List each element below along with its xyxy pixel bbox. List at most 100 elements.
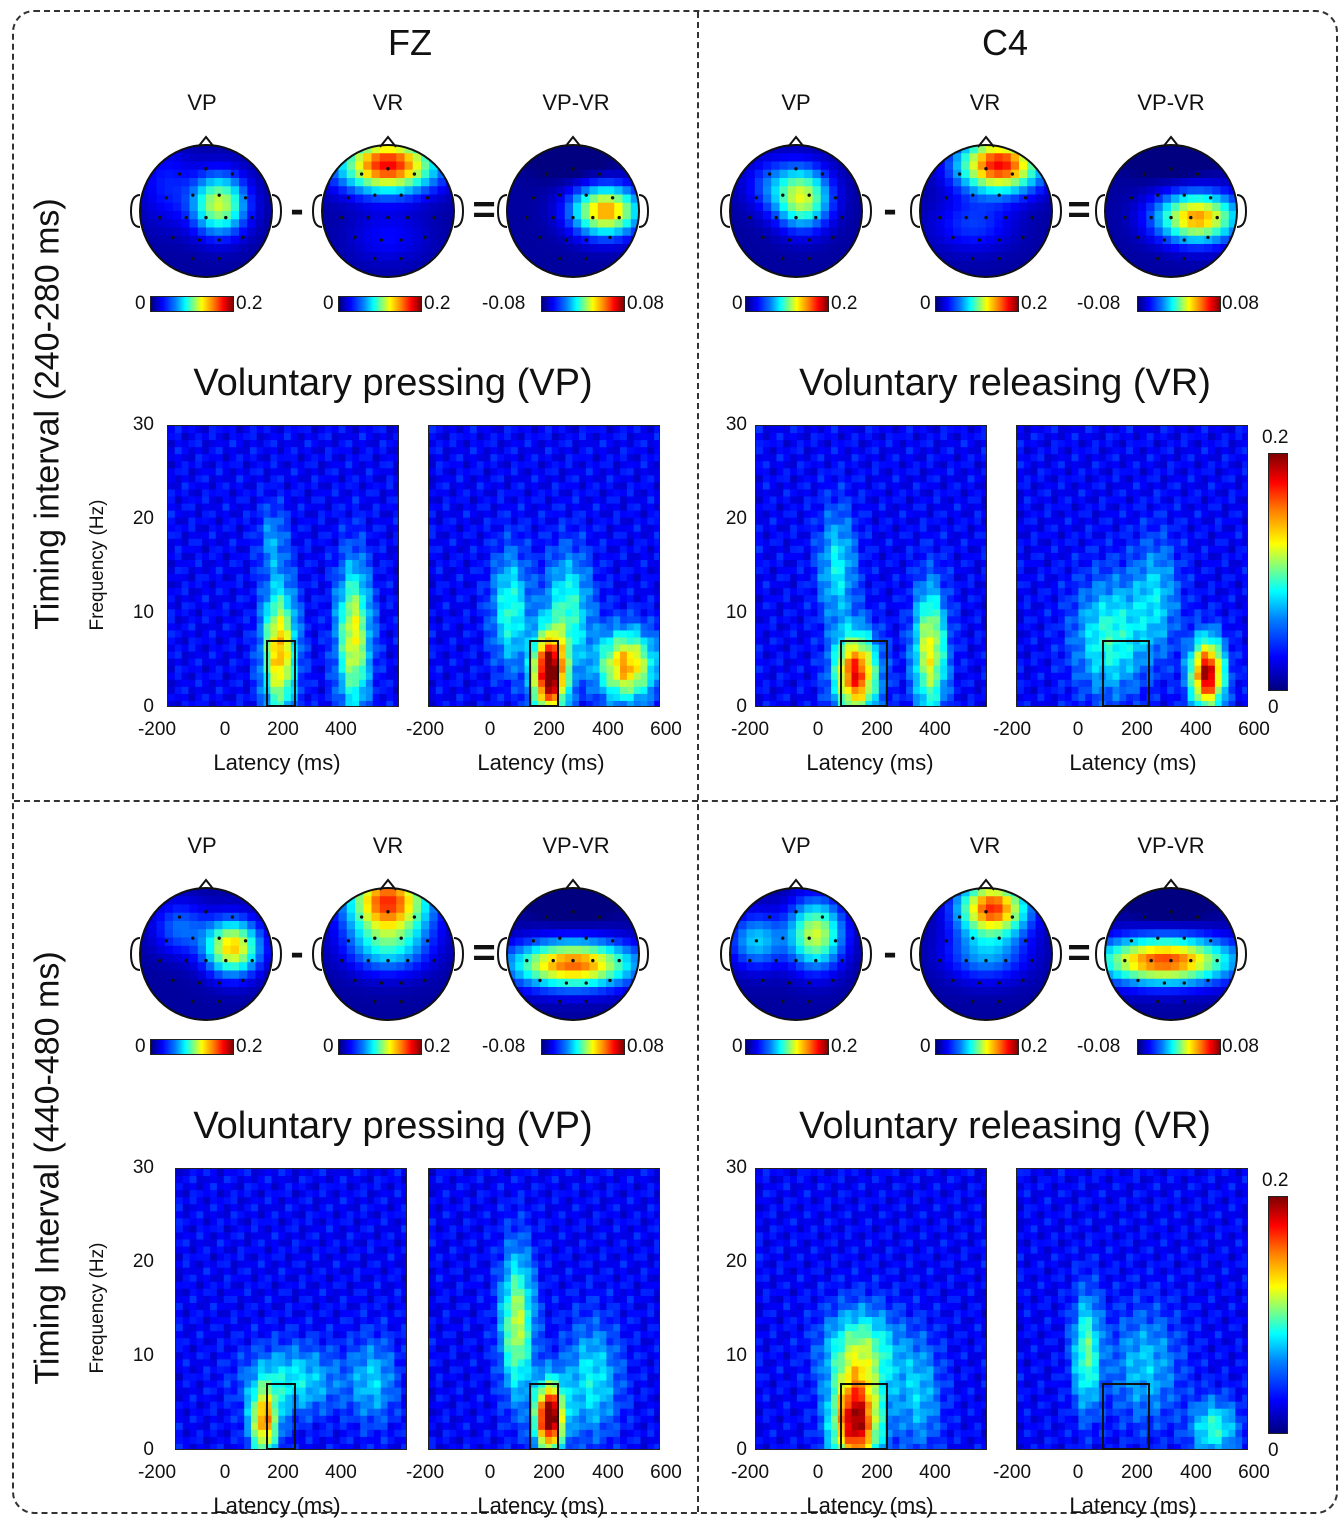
colorbar-min: 0	[323, 1036, 334, 1057]
colorbar-min: 0	[135, 293, 146, 314]
tf-plot-fz-top-vr	[428, 425, 660, 707]
y-tick: 10	[725, 602, 747, 623]
topo-label-diff: VP-VR	[542, 90, 610, 115]
column-title-c4: C4	[981, 22, 1029, 63]
tf-plot-c4-bottom-vr	[1016, 1168, 1248, 1450]
tf-colorbar-max: 0.2	[1262, 427, 1289, 448]
tf-plot-c4-bottom-vp	[755, 1168, 987, 1450]
colorbar-min: 0	[920, 1036, 931, 1057]
y-axis-label: Frequency (Hz)	[87, 1242, 108, 1374]
roi-box	[529, 1383, 559, 1450]
colorbar-min: 0	[135, 1036, 146, 1057]
x-axis-label: Latency (ms)	[1069, 1493, 1197, 1518]
y-tick: 20	[725, 1251, 747, 1272]
tf-plot-fz-bottom-vp	[175, 1168, 407, 1450]
topo-label-vp: VP	[781, 833, 811, 858]
colorbar-max: 0.08	[627, 293, 664, 314]
x-tick: 0	[812, 1462, 824, 1483]
roi-box	[840, 640, 888, 707]
row-label-bottom: Timing Interval (440-480 ms)	[28, 951, 67, 1385]
tf-colorbar-min: 0	[1268, 697, 1279, 718]
roi-box	[1102, 640, 1150, 707]
colorbar-diff	[1137, 1039, 1221, 1055]
colorbar-min: -0.08	[482, 1036, 526, 1057]
figure-frame	[12, 10, 1338, 1514]
x-axis-label: Latency (ms)	[477, 1493, 605, 1518]
colorbar-min: -0.08	[1077, 1036, 1121, 1057]
operator-equals: =	[1067, 930, 1091, 975]
x-tick: 400	[592, 1462, 624, 1483]
roi-box	[266, 1383, 296, 1450]
colorbar-diff	[541, 296, 625, 312]
x-axis-label: Latency (ms)	[806, 1493, 934, 1518]
topomap-fz-bottom-vr	[312, 878, 464, 1021]
x-tick: 0	[1072, 719, 1084, 740]
colorbar-max: 0.2	[831, 1036, 858, 1057]
topo-label-diff: VP-VR	[1137, 90, 1205, 115]
colorbar-vr	[338, 296, 422, 312]
colorbar-max: 0.2	[1021, 1036, 1048, 1057]
x-axis-label: Latency (ms)	[213, 1493, 341, 1518]
operator-minus: -	[883, 930, 897, 975]
x-tick: 600	[1238, 1462, 1270, 1483]
operator-equals: =	[472, 187, 496, 232]
operator-minus: -	[290, 187, 304, 232]
x-tick: -200	[730, 1462, 770, 1483]
y-tick: 30	[725, 414, 747, 435]
topomap-fz-top-vr	[312, 135, 464, 278]
x-tick: 0	[1072, 1462, 1084, 1483]
x-tick: 200	[267, 719, 299, 740]
topomap-fz-top-vp	[130, 135, 282, 278]
row-label-top: Timing interval (240-280 ms)	[28, 198, 67, 630]
x-tick: 200	[861, 1462, 893, 1483]
y-tick: 20	[132, 1251, 154, 1272]
y-tick: 0	[143, 1439, 154, 1460]
colorbar-vp	[150, 1039, 234, 1055]
colorbar-max: 0.2	[424, 293, 451, 314]
x-tick: 400	[1180, 719, 1212, 740]
colorbar-min: 0	[323, 293, 334, 314]
x-tick: 0	[812, 719, 824, 740]
roi-box	[1102, 1383, 1150, 1450]
colorbar-min: -0.08	[482, 293, 526, 314]
topomap-fz-bottom-vp	[130, 878, 282, 1021]
topo-label-diff: VP-VR	[542, 833, 610, 858]
topomap-c4-top-diff	[1095, 135, 1247, 278]
section-title-releasing: Voluntary releasing (VR)	[799, 362, 1211, 404]
x-tick: 600	[650, 719, 682, 740]
topomap-c4-bottom-vp	[720, 878, 872, 1021]
roi-box	[266, 640, 296, 707]
y-tick: 0	[143, 696, 154, 717]
operator-equals: =	[472, 930, 496, 975]
topo-label-vp: VP	[781, 90, 811, 115]
y-tick: 10	[132, 602, 154, 623]
colorbar-max: 0.08	[1222, 293, 1259, 314]
x-tick: -200	[992, 719, 1032, 740]
colorbar-diff	[1137, 296, 1221, 312]
colorbar-vp	[150, 296, 234, 312]
tf-colorbar-min: 0	[1268, 1440, 1279, 1461]
section-title-pressing: Voluntary pressing (VP)	[193, 1105, 593, 1147]
y-tick: 10	[725, 1345, 747, 1366]
colorbar-vr	[338, 1039, 422, 1055]
x-axis-label: Latency (ms)	[1069, 750, 1197, 775]
column-title-fz: FZ	[388, 22, 432, 63]
x-tick: 400	[325, 719, 357, 740]
tf-plot-fz-top-vp	[167, 425, 399, 707]
topo-label-vp: VP	[187, 90, 217, 115]
x-tick: 0	[484, 719, 496, 740]
x-tick: -200	[137, 1462, 177, 1483]
colorbar-vr	[935, 296, 1019, 312]
x-tick: 200	[267, 1462, 299, 1483]
section-title-pressing: Voluntary pressing (VP)	[193, 362, 593, 404]
colorbar-max: 0.2	[1021, 293, 1048, 314]
topo-label-vr: VR	[372, 833, 404, 858]
x-tick: 0	[219, 1462, 231, 1483]
x-tick: -200	[992, 1462, 1032, 1483]
topomap-c4-top-vr	[910, 135, 1062, 278]
x-tick: 600	[650, 1462, 682, 1483]
y-tick: 20	[725, 508, 747, 529]
operator-equals: =	[1067, 187, 1091, 232]
section-title-releasing: Voluntary releasing (VR)	[799, 1105, 1211, 1147]
x-tick: 200	[1121, 1462, 1153, 1483]
